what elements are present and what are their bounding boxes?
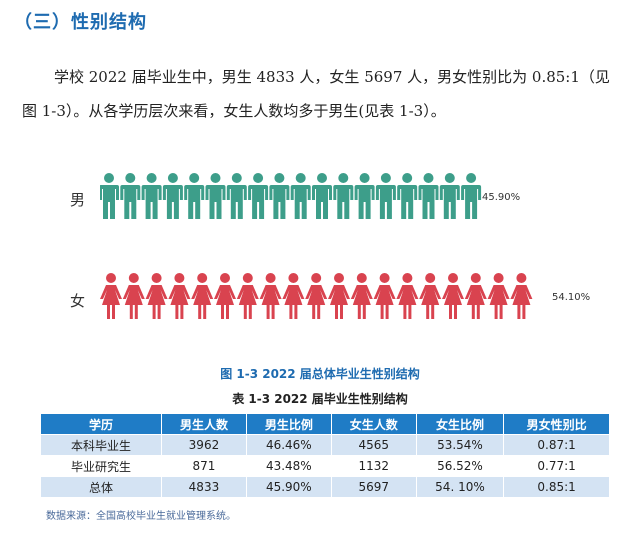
male-person-icon [226,173,247,219]
female-percent: 54.10% [552,292,591,303]
female-label: 女 [70,292,86,310]
cell-male-ratio: 43.48% [245,455,332,477]
male-person-icon [354,173,375,219]
male-person-icon [397,173,418,219]
header-male-ratio: 男生比例 [245,413,332,435]
female-person-icon [328,273,350,319]
female-person-icon [214,273,236,319]
cell-male-ratio: 45.90% [245,476,332,498]
female-icons [100,273,533,319]
table-row-total: 总体 4833 45.90% 5697 54. 10% 0.85:1 [40,476,610,498]
cell-sex-ratio: 0.87:1 [503,434,610,456]
male-person-icon [120,173,141,219]
table-caption: 表 1-3 2022 届毕业生性别结构 [232,392,408,406]
cell-sex-ratio: 0.85:1 [503,476,610,498]
data-source: 数据来源：全国高校毕业生就业管理系统。 [46,511,236,522]
table-row: 毕业研究生 871 43.48% 1132 56.52% 0.77:1 [40,455,610,477]
header-sex-ratio: 男女性别比 [503,413,610,435]
male-person-icon [269,173,290,219]
cell-female-count: 1132 [330,455,417,477]
male-person-icon [333,173,354,219]
male-person-icon [141,173,162,219]
figure-caption: 图 1-3 2022 届总体毕业生性别结构 [220,367,420,381]
female-person-icon [145,273,168,319]
cell-male-count: 871 [161,455,247,477]
female-person-icon [168,273,191,319]
header-degree: 学历 [40,413,162,435]
header-female-ratio: 女生比例 [415,413,505,435]
male-person-icon [375,173,396,219]
female-person-icon [305,273,328,319]
female-person-icon [419,273,442,319]
female-person-icon [373,273,396,319]
cell-female-ratio: 56.52% [415,455,505,477]
male-label: 男 [70,191,86,209]
female-person-icon [487,273,510,319]
cell-female-ratio: 54. 10% [415,476,505,498]
cell-female-ratio: 53.54% [415,434,505,456]
table-row: 本科毕业生 3962 46.46% 4565 53.54% 0.87:1 [40,434,610,456]
cell-female-count: 5697 [330,476,417,498]
male-person-icon [439,173,460,219]
cell-sex-ratio: 0.77:1 [503,455,610,477]
female-person-icon [259,273,282,319]
male-person-icon [418,173,439,219]
gender-table: 学历 男生人数 男生比例 女生人数 女生比例 男女性别比 本科毕业生 3962 … [40,413,610,498]
female-person-icon [191,273,214,319]
cell-male-count: 4833 [161,476,247,498]
male-percent: 45.90% [482,192,521,203]
female-person-icon [282,273,305,319]
female-person-icon [464,273,487,319]
female-person-icon [122,273,145,319]
male-person-icon [205,173,226,219]
intro-paragraph: 学校 2022 届毕业生中，男生 4833 人，女生 5697 人，男女性别比为… [22,68,610,120]
female-person-icon [442,273,464,319]
cell-female-count: 4565 [330,434,417,456]
male-person-icon [100,173,119,219]
cell-degree: 毕业研究生 [40,455,162,477]
cell-degree: 本科毕业生 [40,434,162,456]
male-person-icon [248,173,269,219]
female-row: 女 54.10% [70,272,630,328]
female-person-icon [350,273,373,319]
female-person-icon [236,273,259,319]
male-person-icon [184,173,205,219]
male-person-icon [290,173,311,219]
male-person-icon [312,173,332,219]
male-row: 男 45.90% [70,172,630,228]
male-icons [100,173,482,219]
cell-male-count: 3962 [161,434,247,456]
female-person-icon [510,273,533,319]
cell-degree: 总体 [40,476,162,498]
female-person-icon [396,273,419,319]
female-person-icon [100,273,122,319]
male-person-icon [162,173,183,219]
header-male-count: 男生人数 [161,413,247,435]
section-title: （三）性别结构 [14,12,147,33]
male-person-icon [461,173,482,219]
cell-male-ratio: 46.46% [245,434,332,456]
table-header-row: 学历 男生人数 男生比例 女生人数 女生比例 男女性别比 [40,413,610,435]
header-female-count: 女生人数 [330,413,417,435]
